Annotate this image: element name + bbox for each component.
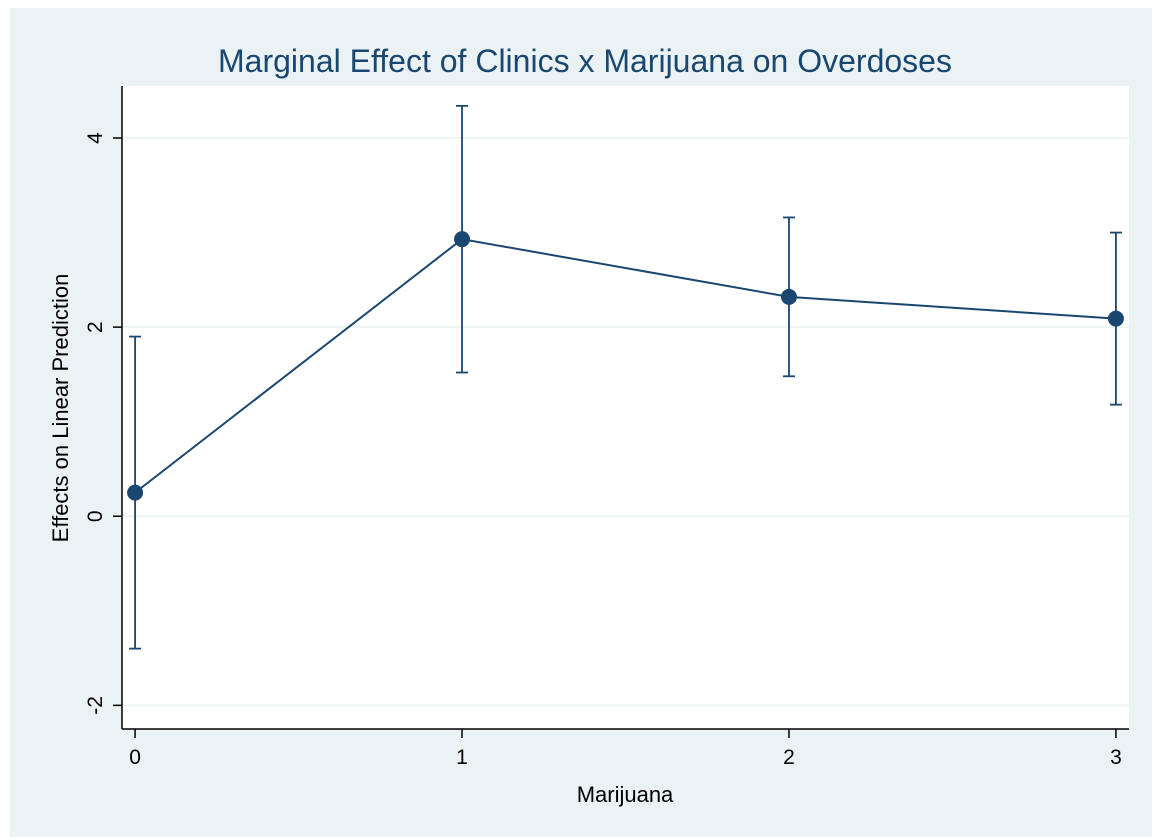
plot-area bbox=[122, 86, 1129, 729]
y-tick-label-0: -2 bbox=[84, 696, 107, 715]
y-tick-label-2: 2 bbox=[84, 321, 107, 333]
series-line-layer bbox=[134, 238, 1116, 494]
axes bbox=[121, 86, 1129, 730]
y-tick-label-1: 0 bbox=[84, 510, 107, 522]
data-point-3 bbox=[1107, 310, 1124, 327]
x-tick-label-0: 0 bbox=[129, 746, 141, 769]
data-point-1 bbox=[454, 231, 471, 248]
ticks: -2 0 2 4 0 1 2 3 bbox=[84, 132, 1122, 769]
data-point-0 bbox=[127, 484, 144, 501]
data-points bbox=[127, 231, 1124, 501]
data-point-2 bbox=[780, 288, 797, 305]
grid-lines bbox=[122, 137, 1129, 707]
y-axis-label: Effects on Linear Prediction bbox=[48, 274, 73, 543]
x-tick-label-2: 2 bbox=[783, 746, 795, 769]
x-tick-label-1: 1 bbox=[456, 746, 468, 769]
x-axis-label: Marijuana bbox=[577, 782, 674, 807]
chart-title: Marginal Effect of Clinics x Marijuana o… bbox=[218, 43, 952, 79]
x-tick-label-3: 3 bbox=[1110, 746, 1122, 769]
series-line bbox=[134, 238, 1116, 494]
y-tick-label-3: 4 bbox=[84, 132, 107, 144]
